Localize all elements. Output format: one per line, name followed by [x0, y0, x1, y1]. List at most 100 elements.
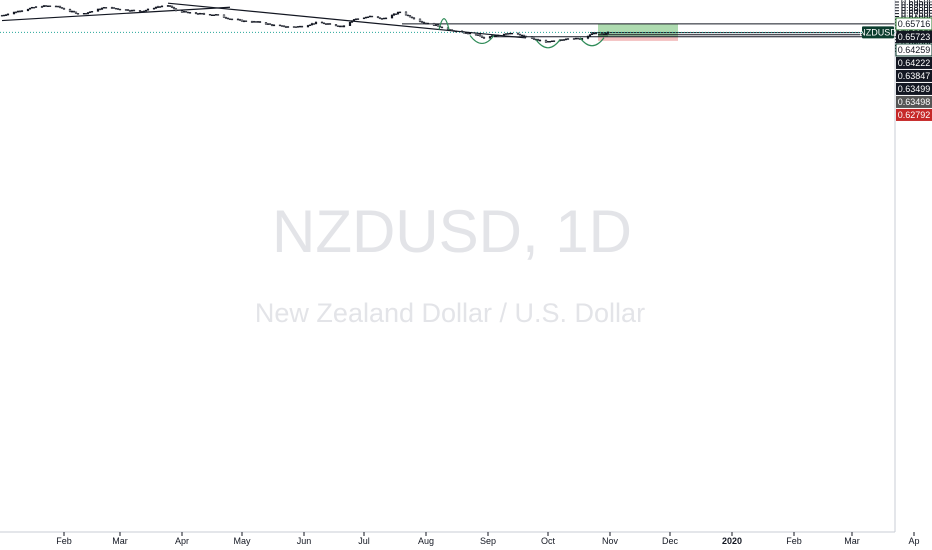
candle-body — [240, 19, 244, 22]
candle-body — [576, 37, 580, 40]
loss-zone — [598, 36, 678, 41]
candle-body — [170, 5, 174, 8]
candle-body — [572, 38, 576, 40]
candle-body — [548, 41, 552, 43]
candle-body — [410, 16, 414, 19]
candle-body — [210, 14, 214, 16]
candle-body — [132, 9, 136, 12]
candle-body — [544, 39, 548, 43]
candle-body — [394, 13, 398, 15]
candle-body — [70, 10, 74, 13]
candle-body — [406, 14, 410, 17]
price-tick-label: 0.67500 — [901, 9, 932, 19]
candle-body — [292, 26, 296, 28]
candle-body — [16, 10, 20, 13]
candle-body — [264, 22, 268, 25]
time-tick-label: Ap — [908, 536, 919, 546]
candle-body — [504, 33, 508, 35]
candle-body — [398, 11, 402, 14]
time-tick-label: 2020 — [722, 536, 742, 546]
pattern-arc — [535, 39, 561, 49]
candle-body — [128, 10, 132, 12]
candle-body — [34, 6, 38, 8]
candle-body — [300, 25, 304, 28]
candle-body — [2, 14, 6, 17]
candle-body — [42, 5, 46, 7]
candle-body — [72, 10, 76, 13]
pattern-markers — [438, 18, 605, 49]
candle-body — [18, 10, 22, 13]
candle-body — [356, 18, 360, 20]
candle-body — [180, 10, 184, 13]
candle-body — [100, 7, 104, 10]
candle-body — [354, 18, 358, 20]
candle-body — [592, 32, 596, 35]
pattern-arc — [438, 18, 450, 30]
candle-body — [466, 32, 470, 35]
candle-body — [454, 30, 458, 33]
candle-body — [112, 7, 116, 9]
candle-body — [440, 26, 444, 29]
price-tag-label: 0.64222 — [898, 58, 931, 68]
time-tick-label: Jul — [358, 536, 370, 546]
time-tick-label: May — [233, 536, 251, 546]
candle-body — [550, 40, 554, 43]
candle-body — [60, 7, 64, 9]
candle-body — [340, 25, 344, 28]
candle-body — [272, 24, 276, 27]
pattern-arc — [469, 35, 495, 45]
candle-body — [590, 33, 594, 35]
candle-body — [254, 21, 258, 23]
time-tick-label: Jun — [297, 536, 312, 546]
price-tag-box — [896, 82, 932, 95]
candle-body — [370, 15, 374, 18]
candle-body — [14, 11, 18, 14]
price-tag-label: 0.63847 — [898, 71, 931, 81]
candle-body — [212, 14, 216, 16]
candle-body — [348, 21, 352, 26]
candle-body — [186, 11, 190, 14]
candle-body — [6, 13, 10, 16]
candle-body — [28, 7, 32, 10]
candle-body — [268, 23, 272, 25]
trendline — [1, 6, 231, 22]
candle-body — [140, 10, 144, 13]
candle-body — [236, 18, 240, 21]
candle-body — [124, 9, 128, 11]
candle-body — [508, 32, 512, 35]
time-tick-label: Mar — [844, 536, 860, 546]
candle-body — [230, 18, 234, 21]
candle-body — [196, 13, 200, 15]
candle-body — [488, 36, 492, 39]
candle-body — [502, 33, 506, 36]
candle-body — [352, 19, 356, 21]
candle-body — [296, 26, 300, 28]
candle-body — [116, 8, 120, 10]
candle-body — [228, 18, 232, 20]
candle-body — [12, 11, 16, 15]
candle-body — [382, 17, 386, 20]
candle-body — [320, 21, 324, 24]
candle-body — [266, 23, 270, 25]
candle-body — [564, 38, 568, 41]
candle-body — [46, 5, 50, 7]
candle-body — [520, 34, 524, 37]
candle-body — [522, 34, 526, 37]
candle-body — [142, 10, 146, 13]
candle-body — [336, 25, 340, 27]
price-tag-box — [896, 56, 932, 69]
candle-body — [424, 22, 428, 25]
candle-body — [126, 9, 130, 11]
candle-body — [152, 7, 156, 10]
time-tick-label: Dec — [662, 536, 679, 546]
candle-body — [200, 13, 204, 15]
candle-body — [224, 17, 228, 19]
candle-body — [54, 5, 58, 8]
candle-body — [552, 40, 556, 42]
candle-body — [312, 23, 316, 25]
candle-body — [98, 8, 102, 11]
candle-body — [460, 30, 464, 33]
candle-body — [118, 8, 122, 11]
candle-body — [350, 20, 354, 23]
